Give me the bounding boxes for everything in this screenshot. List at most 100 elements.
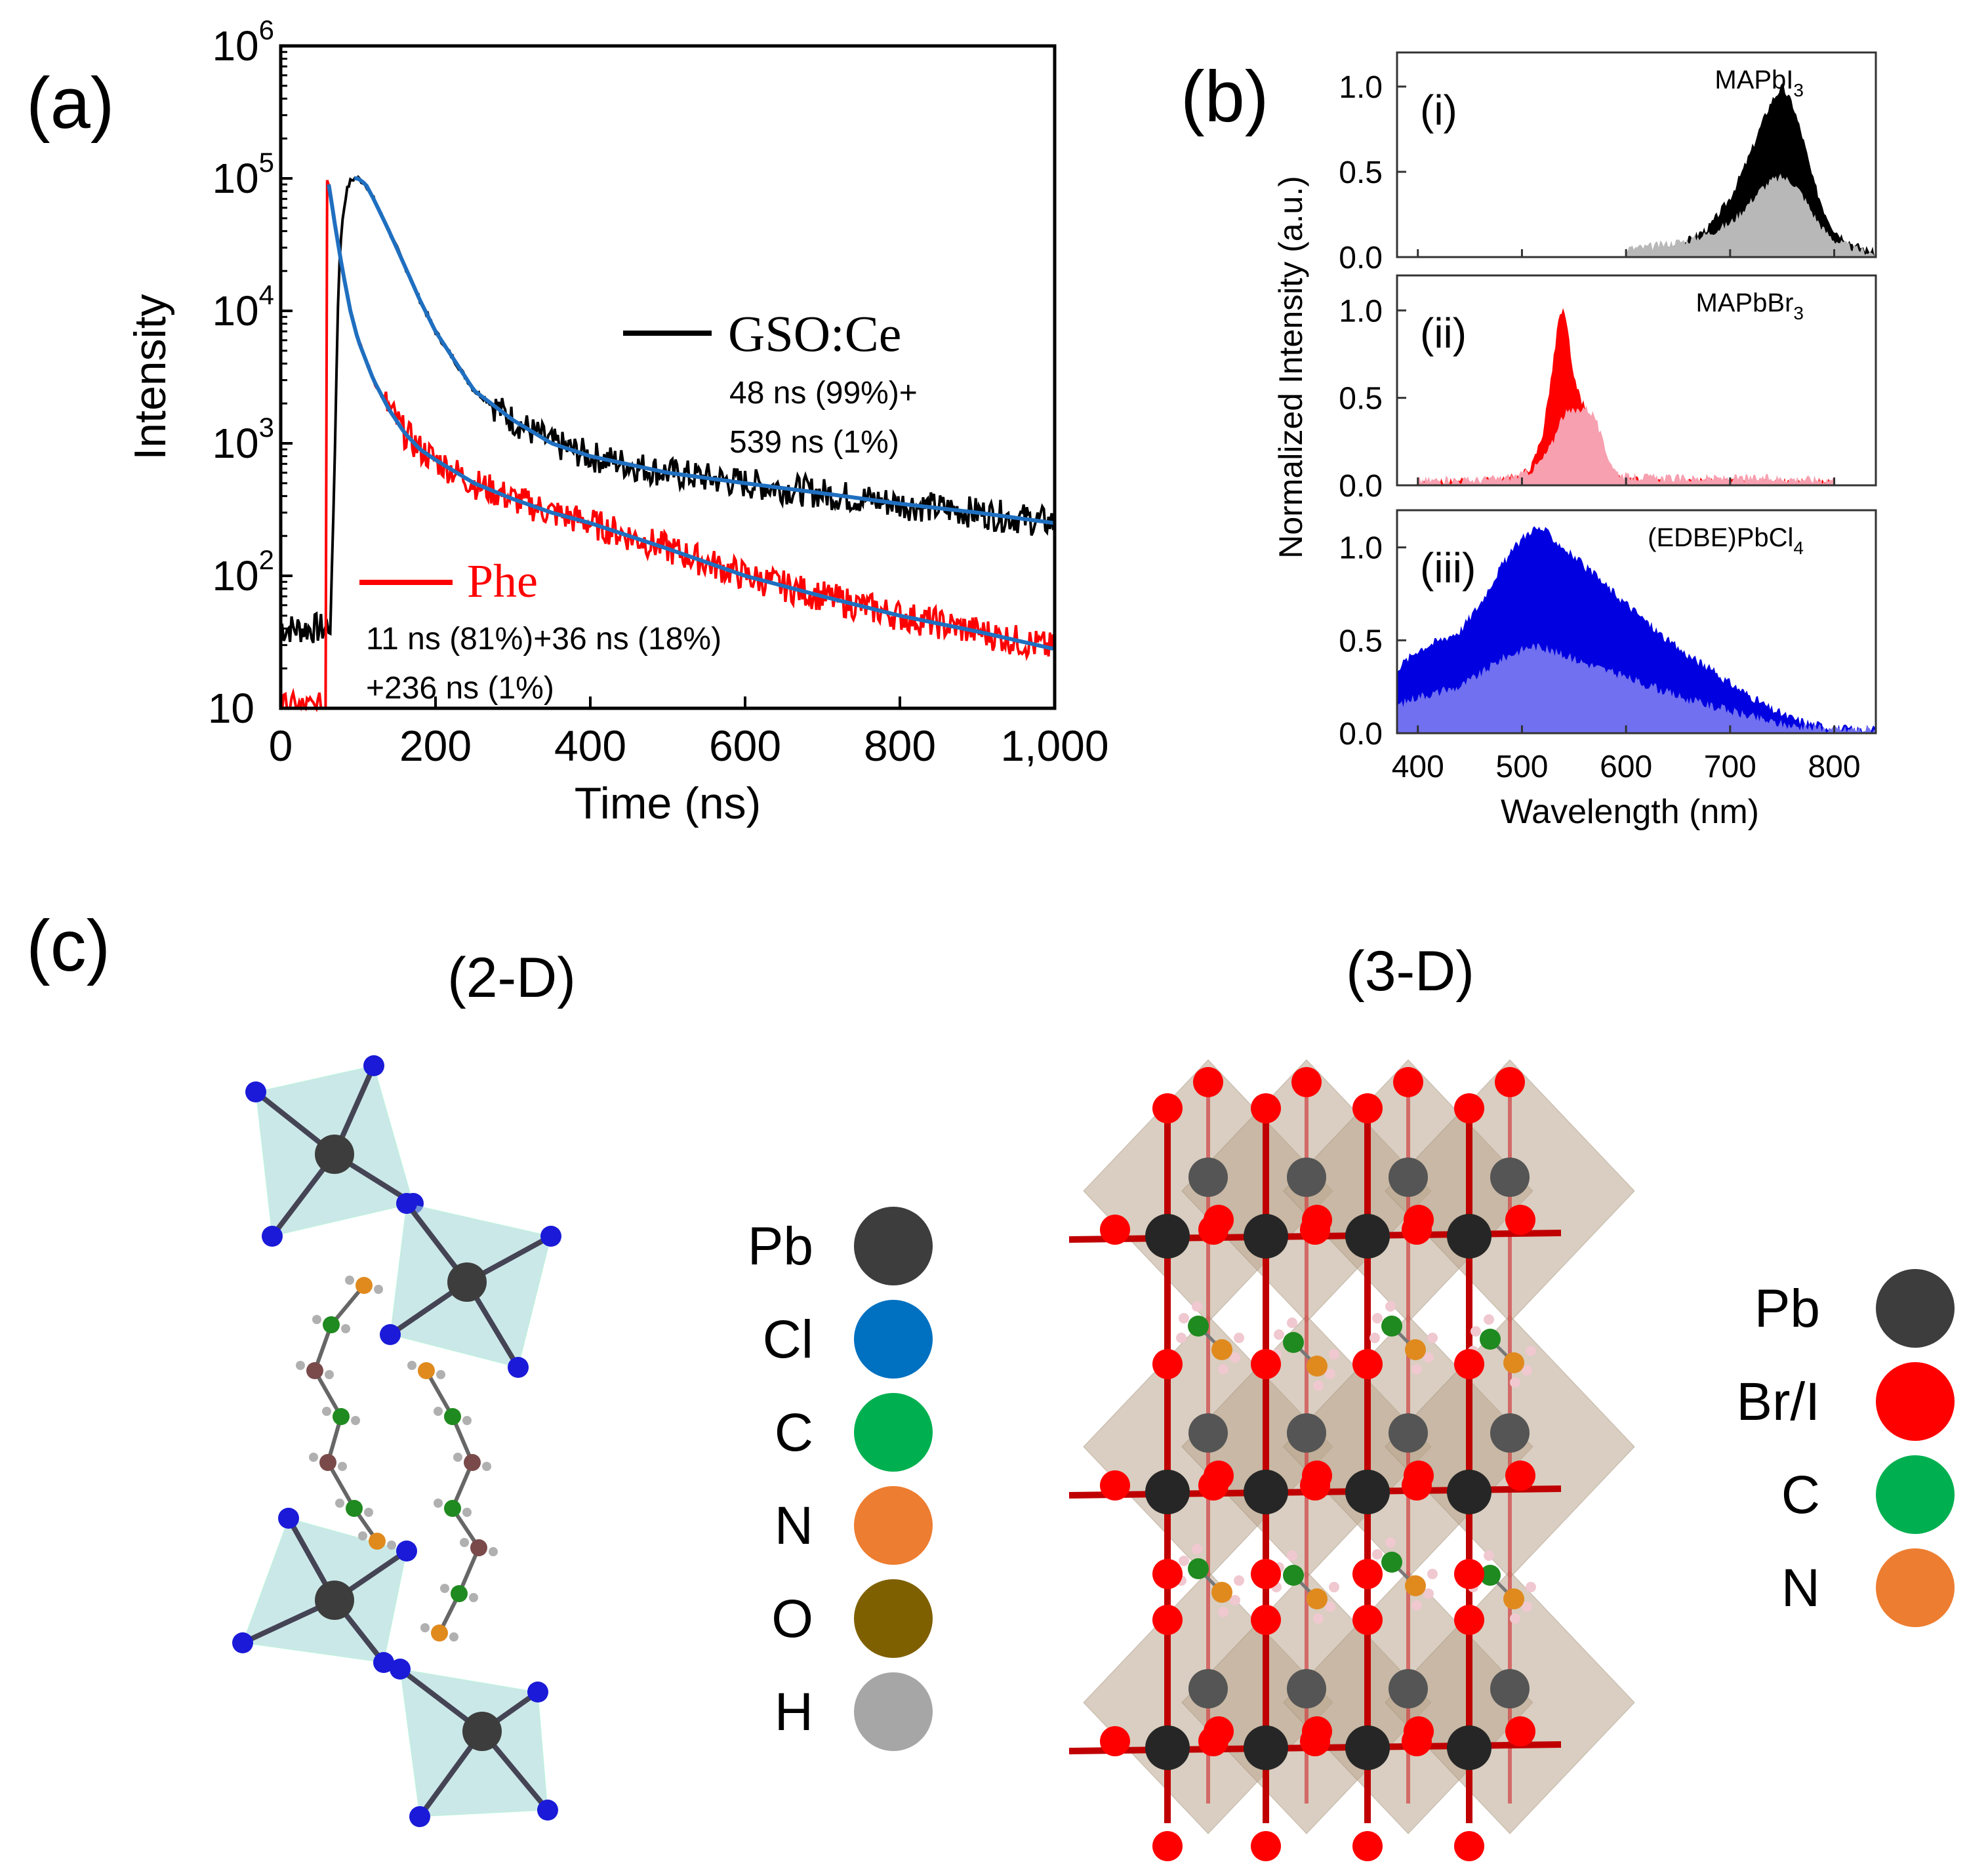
atom-pb-3d-back <box>1490 1669 1530 1708</box>
atom-h-3d <box>1526 1346 1536 1356</box>
bond-chain <box>313 1369 343 1418</box>
b-ytick-label: 0.5 <box>1339 624 1383 658</box>
atom-h-3d <box>1372 1549 1383 1560</box>
atom-h-3d <box>1329 1349 1339 1360</box>
series-phe-fit <box>327 184 1054 651</box>
legend-3d-swatch <box>1876 1548 1955 1627</box>
atom-h-3d <box>1218 1607 1228 1617</box>
atom-h-3d <box>1274 1329 1284 1340</box>
atom-cl-2d <box>508 1357 529 1378</box>
atom-h-3d <box>1423 1588 1434 1599</box>
atom-cl-2d <box>396 1541 417 1562</box>
legend-2d-label: Cl <box>763 1310 813 1369</box>
atom-h-3d <box>1325 1369 1335 1379</box>
atom-x-3d <box>1152 1605 1183 1635</box>
atom-chain-2d <box>444 1500 461 1517</box>
atom-h-3d <box>1484 1314 1494 1325</box>
atom-h-2d <box>407 1361 416 1370</box>
gso-fit-text-2: 539 ns (1%) <box>729 425 899 460</box>
atom-h-2d <box>312 1315 321 1324</box>
atom-x-3d <box>1454 1093 1484 1123</box>
atom-c-3d <box>1381 1552 1402 1573</box>
legend-2d-label: C <box>775 1403 813 1462</box>
b-compound-label: (EDBE)PbCl4 <box>1648 523 1804 558</box>
atom-cl-2d <box>232 1632 253 1653</box>
phe-fit-text-2: +236 ns (1%) <box>366 671 554 706</box>
spectrum-light-area <box>1397 643 1876 733</box>
phe-fit-text-1: 11 ns (81%)+36 ns (18%) <box>366 622 721 656</box>
atom-pb-3d-back <box>1389 1669 1428 1708</box>
b-ytick-label: 1.0 <box>1339 531 1383 566</box>
atom-h-3d <box>1411 1600 1422 1611</box>
atom-h-3d <box>1484 1550 1494 1561</box>
atom-cl-2d <box>527 1682 548 1703</box>
atom-h-3d <box>1369 1333 1380 1343</box>
atom-x-3d <box>1495 1067 1525 1097</box>
atom-cl-2d <box>396 1193 417 1214</box>
atom-chain-2d <box>346 1500 363 1517</box>
atom-pb-2d <box>462 1712 502 1751</box>
atom-chain-2d <box>451 1585 468 1602</box>
bond-chain <box>326 1461 356 1510</box>
series-gso-fit <box>354 176 1055 525</box>
atom-x-3d <box>1152 1349 1183 1379</box>
atom-pb-3d <box>1244 1725 1288 1770</box>
atom-h-3d <box>1329 1582 1339 1592</box>
bond-chain <box>424 1369 455 1418</box>
atom-h-3d <box>1427 1569 1438 1579</box>
bond-chain <box>329 1284 366 1326</box>
atom-cl-2d <box>262 1226 283 1247</box>
atom-pb-3d <box>1447 1214 1491 1259</box>
panel-b-frame <box>1396 274 1877 487</box>
atom-h-3d <box>1427 1333 1438 1343</box>
a-xtick-label: 400 <box>554 721 626 770</box>
atom-h-3d <box>1218 1364 1228 1375</box>
atom-x-3d <box>1402 1726 1432 1756</box>
atom-h-3d <box>1522 1365 1532 1376</box>
legend-3d-label: Br/I <box>1736 1372 1820 1432</box>
atom-pb-3d-back <box>1188 1669 1228 1708</box>
atom-h-3d <box>1385 1537 1396 1548</box>
panel-a-label: (a) <box>26 63 114 144</box>
atom-chain-2d <box>418 1362 435 1379</box>
b-panel-label: (ii) <box>1420 310 1467 357</box>
atom-chain-2d <box>464 1454 481 1471</box>
atom-x-3d <box>1402 1215 1432 1245</box>
b-ytick-label: 0.0 <box>1339 241 1383 275</box>
atom-h-3d <box>1230 1352 1240 1363</box>
panel-b-1: 0.0 0.5 1.0 (i) MAPbI3 <box>1339 51 1877 275</box>
atom-c-3d <box>1188 1558 1209 1579</box>
legend-3d-label: N <box>1781 1558 1820 1618</box>
atom-h-3d <box>1287 1318 1297 1328</box>
panel-a-ticks: 0 200 400 600 800 1,000 10 102 103 104 105 106 <box>208 14 1109 770</box>
atom-x-3d <box>1152 1831 1183 1861</box>
atom-h-2d <box>351 1416 360 1425</box>
atom-h-3d <box>1234 1575 1244 1586</box>
atom-h-3d <box>1192 1301 1202 1312</box>
a-xtick-label: 0 <box>269 721 293 770</box>
atom-h-2d <box>341 1324 350 1333</box>
atom-pb-3d-back <box>1287 1669 1326 1708</box>
atom-pb-3d <box>1447 1470 1491 1514</box>
atom-h-3d <box>1526 1582 1536 1592</box>
b-ytick-label: 0.0 <box>1339 717 1383 752</box>
spectrum-dark-area <box>1626 83 1876 257</box>
atom-h-3d <box>1234 1333 1244 1343</box>
spectrum-light-area <box>1417 405 1835 485</box>
a-ytick-label: 102 <box>212 544 274 599</box>
atom-n-3d <box>1307 1356 1328 1377</box>
panel-a-series <box>279 174 1056 713</box>
atom-chain-2d <box>470 1539 487 1556</box>
atom-x-3d <box>1193 1067 1223 1097</box>
legend-3d-swatch <box>1876 1455 1955 1534</box>
structure-2d <box>232 1055 561 1827</box>
atom-h-3d <box>1176 1333 1187 1343</box>
atom-h-2d <box>489 1547 498 1556</box>
atom-h-3d <box>1192 1544 1202 1554</box>
atom-x-3d <box>1454 1605 1484 1635</box>
atom-h-3d <box>1510 1377 1520 1388</box>
atom-chain-2d <box>306 1362 323 1379</box>
atom-x-3d <box>1251 1559 1281 1589</box>
atom-h-2d <box>345 1276 354 1285</box>
